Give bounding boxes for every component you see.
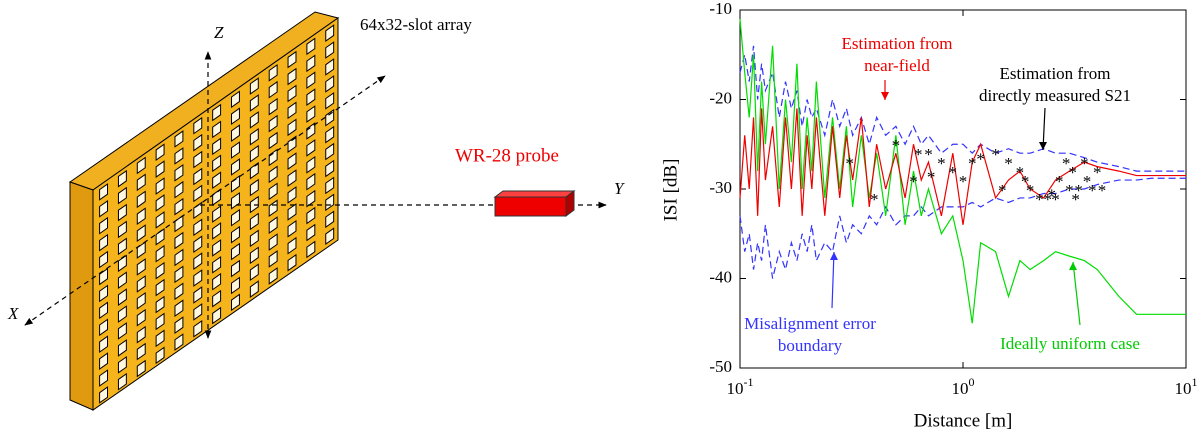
isi-chart: ISI [dB] Distance [m] -50 -40 -30 -20 -10 10-… [660,0,1197,431]
scatter-point: * [998,181,1007,200]
scatter-point: * [845,154,854,173]
scatter-point: * [991,145,1000,164]
scatter-point: * [1051,190,1060,209]
annotation-arrowhead [830,252,838,260]
slot [155,329,165,348]
z-axis-label: Z [214,23,224,42]
scatter-point: * [924,145,933,164]
annotation: Ideally uniform case [1000,334,1140,353]
scatter-point: * [959,172,968,191]
annotation-arrowhead [1039,142,1047,150]
annotation-arrow [1072,261,1081,326]
scatter-point: * [1093,163,1102,182]
probe-label: WR-28 probe [455,145,559,166]
y-tick-label: -50 [709,357,732,376]
slot [99,352,109,370]
x-tick-label: 100 [952,375,975,398]
slot [136,325,146,344]
annotation: near-field [864,56,930,75]
slot [174,333,184,351]
y-axis-label: Y [614,179,625,198]
array-label: 64x32-slot array [360,15,472,34]
scatter-point: * [914,145,923,164]
scatter-point: * [870,190,879,209]
y-tick-label: -40 [709,267,732,286]
scatter-point: * [1026,181,1035,200]
scatter-point: * [1068,163,1077,182]
annotation-arrow [831,251,835,309]
scatter-point: * [1074,181,1083,200]
scatter-point: * [1044,190,1053,209]
slot [99,386,109,404]
scatter-point: * [1080,154,1089,173]
slot [99,335,109,354]
x-axis-label: X [7,304,19,323]
slot [287,50,297,69]
scatter-point: * [937,154,946,173]
scatter-point: * [949,163,958,182]
scatter-point: * [1098,181,1107,200]
series-line [739,45,1186,172]
annotation-arrowhead [1069,262,1077,270]
slot [136,342,146,361]
y-tick-label: -30 [709,178,732,197]
slot [306,37,316,56]
scatter-point: * [909,172,918,191]
slot [306,54,316,73]
series-line [739,177,1186,279]
slot [325,41,335,59]
scatter-point: * [927,167,936,186]
y-tick-label: -20 [709,88,732,107]
scatter-point: * [968,154,977,173]
slot [117,356,127,374]
annotation: boundary [778,336,843,355]
scatter-point: * [1055,172,1064,191]
y-tick-label: -10 [709,0,732,18]
annotation: directly measured S21 [979,86,1131,105]
slot [117,339,127,357]
scatter-point: * [1016,163,1025,182]
x-axis-title: Distance [m] [914,410,1013,431]
slot [155,346,165,365]
annotation: Estimation from [1000,64,1111,83]
slot [99,369,109,387]
scatter-point: * [1071,190,1080,209]
x-tick-label: 10-1 [727,375,754,398]
annotation-arrowhead [881,92,889,100]
slot [325,58,335,76]
slot [136,359,146,378]
scatter-point: * [1021,172,1030,191]
scatter-point: * [1083,172,1092,191]
slot [325,24,335,42]
scatter-point: * [1047,185,1056,204]
scatter-point: * [1035,190,1044,209]
annotation: Misalignment error [744,314,876,333]
scatter-point: * [1062,154,1071,173]
scatter-point: * [1065,181,1074,200]
y-axis-title: ISI [dB] [660,159,681,222]
series-line [739,108,1186,225]
x-tick-label: 101 [1175,375,1198,398]
series-line [739,18,1186,324]
scatter-point: * [1004,154,1013,173]
scatter-point: * [976,150,985,169]
slot [117,372,127,391]
slot-array-diagram: Z X Y 64x32-slot array WR-28 probe [7,11,625,411]
scatter-point: * [892,136,901,155]
annotation: Estimation from [842,34,953,53]
scatter-point: * [1088,181,1097,200]
